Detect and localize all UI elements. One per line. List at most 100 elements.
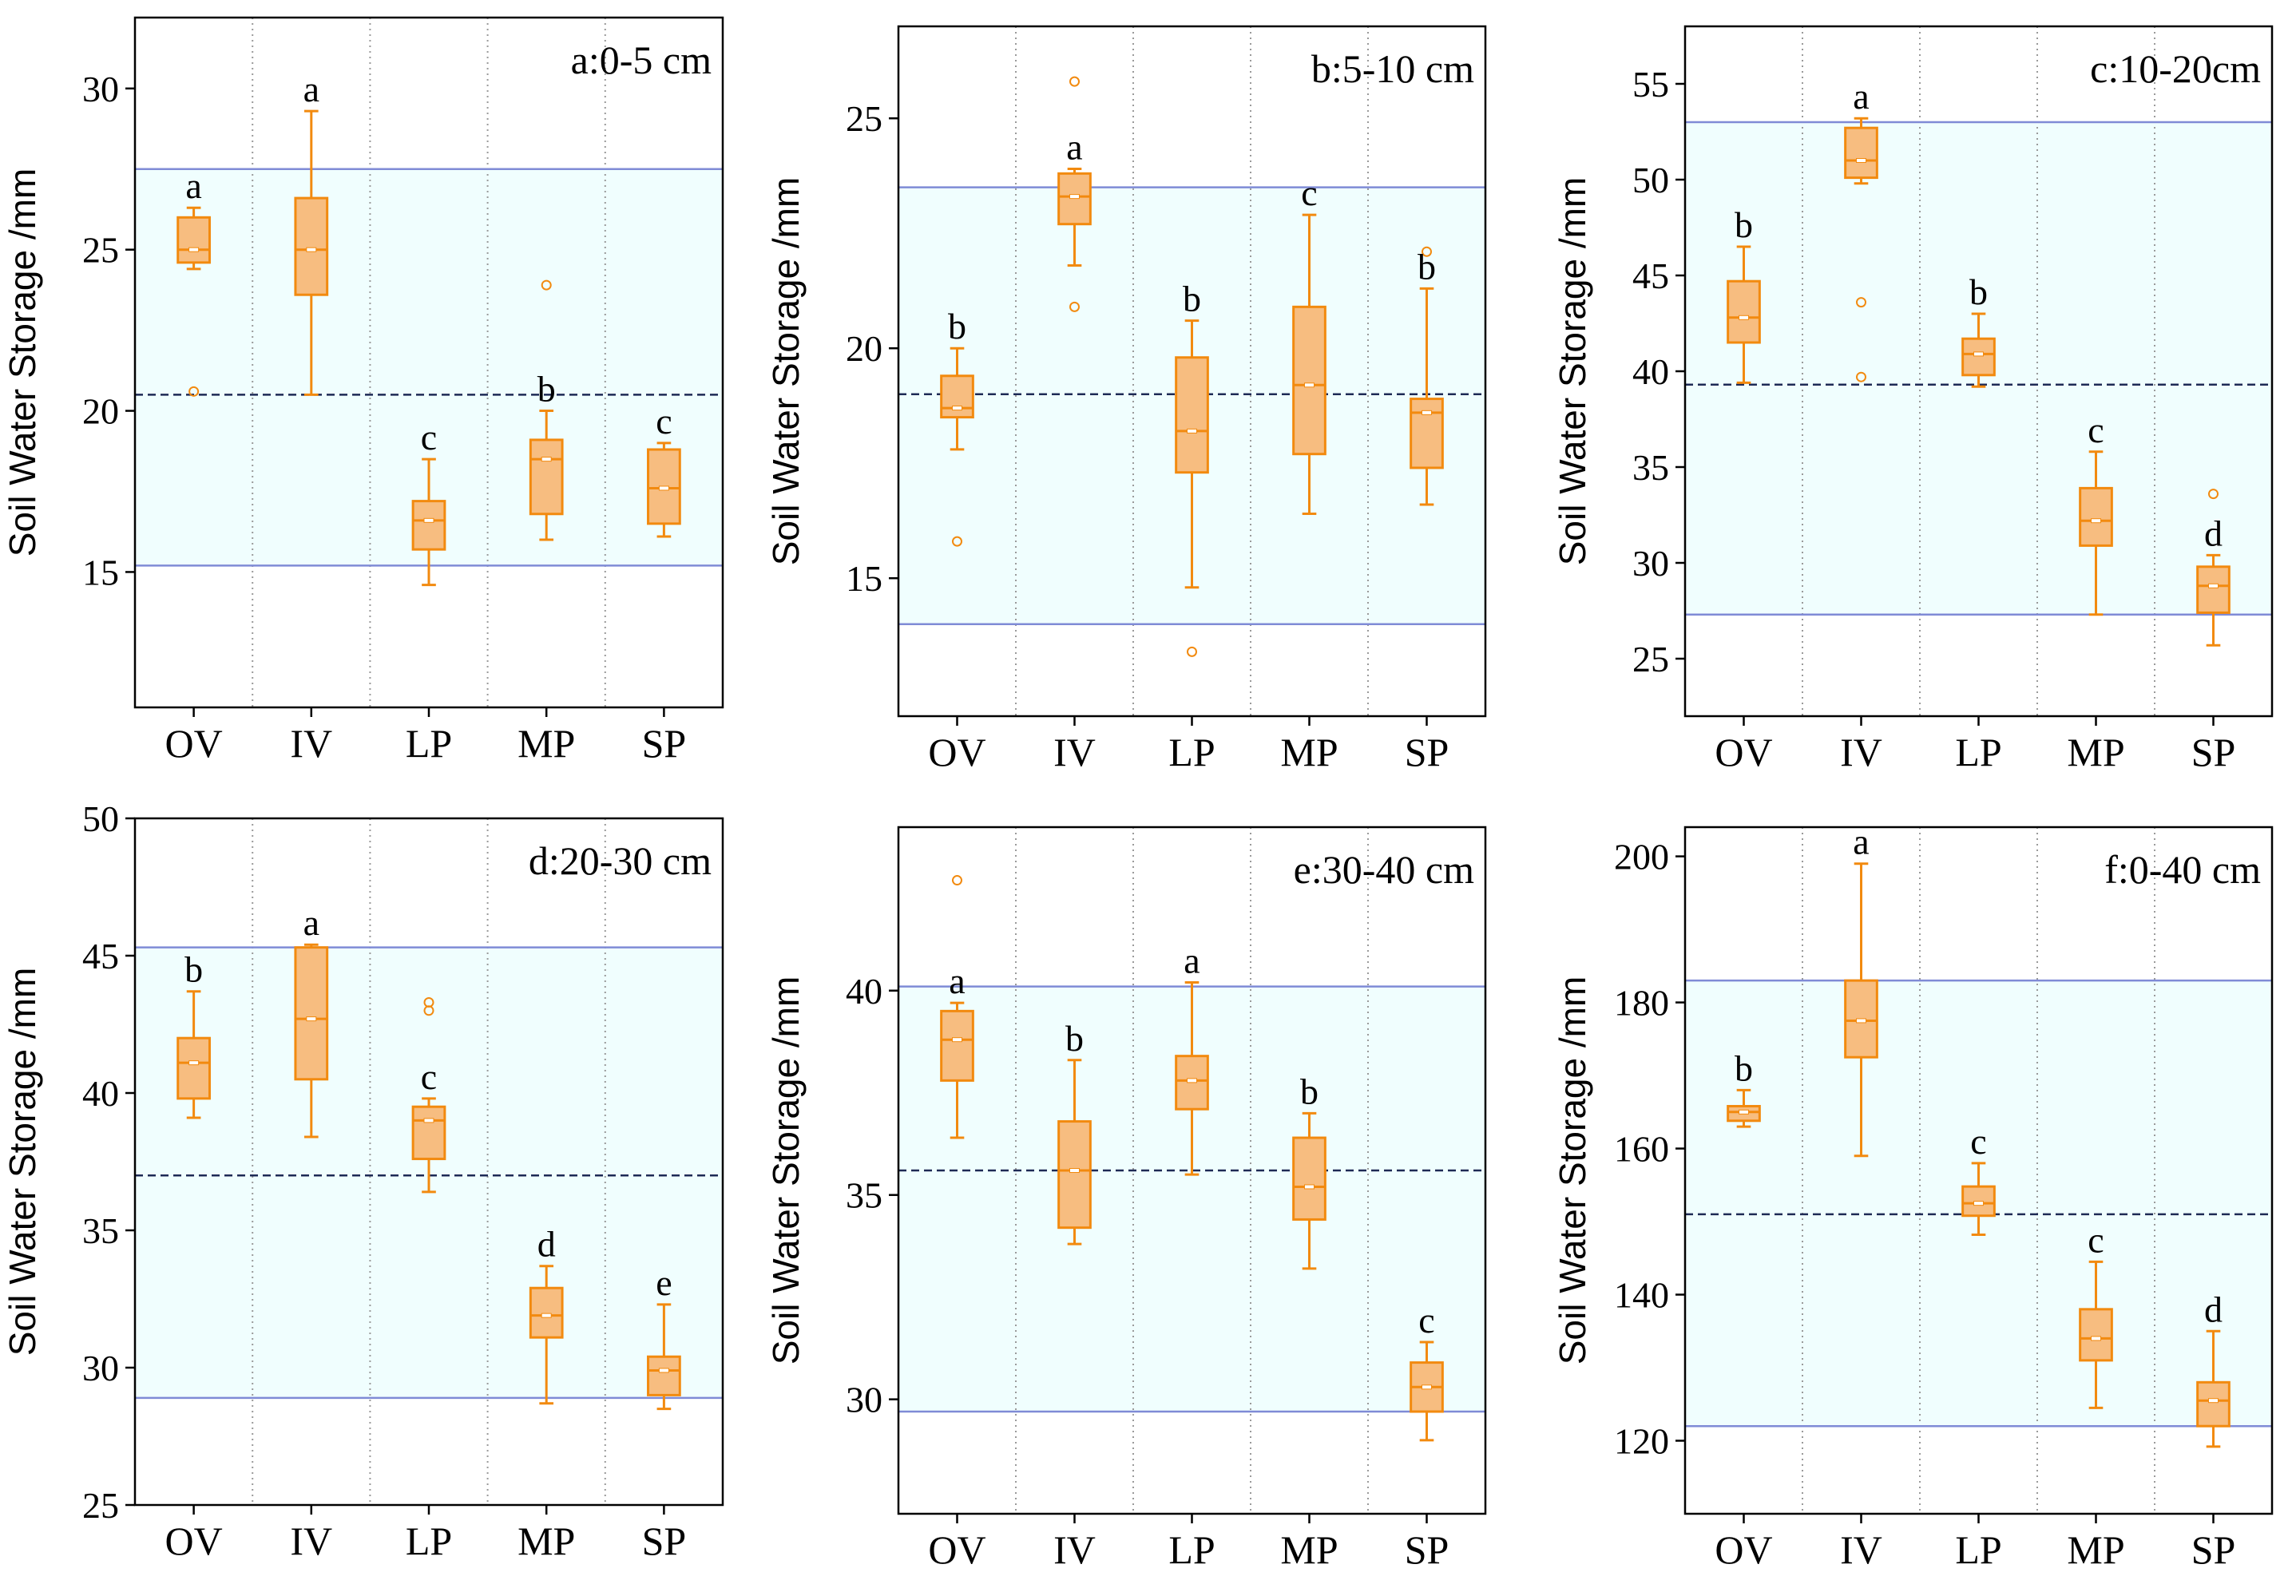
- y-tick-label: 35: [82, 1210, 119, 1251]
- box-sp: d: [2196, 489, 2231, 647]
- x-tick-label: LP: [1955, 1527, 2001, 1572]
- box-body: [411, 1105, 446, 1161]
- mean-marker: [952, 406, 962, 411]
- x-tick-label: MP: [1280, 730, 1338, 774]
- outlier-point: [541, 279, 552, 291]
- significance-letter: c: [2088, 410, 2104, 450]
- box-body: [294, 946, 329, 1081]
- panel-title: c:10-20cm: [2090, 46, 2261, 91]
- mean-marker: [658, 1368, 669, 1373]
- panel-b: b a b c b 15 20 25 OV IV LP MP SP b:5-10 cm Soil Water…: [765, 25, 1487, 774]
- box-body: [2079, 486, 2113, 547]
- box-mp: b: [529, 279, 564, 541]
- significance-letter: b: [1735, 1047, 1753, 1088]
- y-tick-label: 30: [846, 1380, 882, 1420]
- y-tick-label: 55: [1632, 64, 1669, 105]
- y-tick-label: 30: [82, 1348, 119, 1388]
- outlier-point: [2208, 489, 2219, 500]
- y-axis-label: Soil Water Storage /mm: [2, 968, 43, 1356]
- y-tick-label: 120: [1614, 1421, 1669, 1462]
- outlier-point: [1856, 297, 1866, 308]
- mean-marker: [306, 247, 317, 252]
- mean-marker: [541, 457, 552, 462]
- significance-letter: d: [2204, 513, 2223, 553]
- mean-marker: [1739, 315, 1749, 320]
- x-tick-label: MP: [2067, 730, 2124, 774]
- significance-letter: b: [1183, 279, 1201, 319]
- significance-letter: d: [537, 1224, 556, 1265]
- significance-letter: c: [421, 1056, 437, 1097]
- significance-letter: b: [184, 949, 203, 990]
- x-tick-label: OV: [1715, 730, 1772, 774]
- box-body: [176, 1036, 211, 1100]
- box-body: [1292, 1136, 1326, 1221]
- y-tick-label: 50: [82, 798, 119, 839]
- x-tick-label: MP: [2067, 1527, 2124, 1572]
- box-body: [2079, 1308, 2113, 1362]
- mean-marker: [1739, 1109, 1749, 1115]
- box-lp: c: [411, 996, 446, 1194]
- y-tick-label: 20: [846, 328, 882, 369]
- y-tick-label: 50: [1632, 160, 1669, 200]
- x-tick-label: OV: [928, 730, 985, 774]
- y-tick-label: 25: [82, 1485, 119, 1526]
- mean-marker: [658, 485, 669, 491]
- outlier-point: [952, 875, 962, 886]
- box-mp: c: [1292, 172, 1326, 516]
- box-lp: a: [1175, 941, 1209, 1176]
- x-tick-label: MP: [517, 721, 575, 766]
- x-tick-label: MP: [1280, 1527, 1338, 1572]
- box-mp: c: [2079, 410, 2113, 616]
- y-tick-label: 20: [82, 391, 119, 432]
- x-tick-label: LP: [1168, 730, 1215, 774]
- significance-letter: b: [1065, 1018, 1084, 1059]
- significance-letter: a: [1066, 127, 1082, 168]
- outlier-point: [1069, 76, 1080, 87]
- box-ov: a: [940, 875, 974, 1139]
- x-tick-label: SP: [2191, 730, 2236, 774]
- significance-letter: c: [421, 417, 437, 457]
- box-ov: b: [940, 306, 974, 547]
- mean-marker: [2091, 1336, 2101, 1341]
- significance-letter: c: [2088, 1219, 2104, 1260]
- y-tick-label: 160: [1614, 1129, 1669, 1170]
- box-lp: b: [1175, 279, 1209, 657]
- box-mp: c: [2079, 1219, 2113, 1409]
- y-axis-label: Soil Water Storage /mm: [1552, 976, 1593, 1365]
- mean-marker: [1304, 1184, 1315, 1190]
- mean-marker: [1422, 1384, 1432, 1390]
- mean-marker: [1973, 351, 1984, 357]
- x-tick-label: SP: [1405, 730, 1449, 774]
- significance-letter: a: [1853, 76, 1869, 117]
- outlier-point: [952, 536, 962, 547]
- panel-d: b a c d e 25 30 35 40 45 50 OV IV LP MP SP d:20-30 cm Soi…: [2, 798, 724, 1563]
- x-tick-label: SP: [1405, 1527, 1449, 1572]
- x-tick-label: OV: [165, 1519, 222, 1563]
- mean-marker: [1856, 158, 1866, 163]
- y-tick-label: 30: [82, 69, 119, 109]
- box-body: [1057, 1120, 1092, 1230]
- significance-letter: a: [185, 165, 201, 206]
- outlier-point: [1422, 246, 1432, 257]
- outlier-point: [1187, 646, 1197, 657]
- mean-marker: [188, 1060, 200, 1066]
- significance-letter: a: [949, 960, 965, 1001]
- box-mp: d: [529, 1224, 564, 1405]
- box-mp: b: [1292, 1071, 1326, 1270]
- significance-letter: b: [1300, 1071, 1319, 1111]
- box-lp: c: [411, 417, 446, 587]
- box-body: [176, 216, 211, 264]
- y-tick-label: 15: [846, 558, 882, 599]
- panel-e: a b a b c 30 35 40 OV IV LP MP SP e:30-40 cm Soil Wate…: [765, 826, 1487, 1572]
- y-tick-label: 40: [846, 971, 882, 1012]
- significance-letter: b: [1969, 271, 1988, 312]
- mean-marker: [1187, 1078, 1197, 1083]
- box-body: [1727, 279, 1761, 344]
- y-tick-label: 180: [1614, 983, 1669, 1024]
- x-tick-label: IV: [290, 721, 332, 766]
- x-tick-label: LP: [1168, 1527, 1215, 1572]
- y-axis-label: Soil Water Storage /mm: [765, 976, 807, 1365]
- significance-letter: a: [303, 902, 319, 943]
- mean-marker: [952, 1037, 962, 1043]
